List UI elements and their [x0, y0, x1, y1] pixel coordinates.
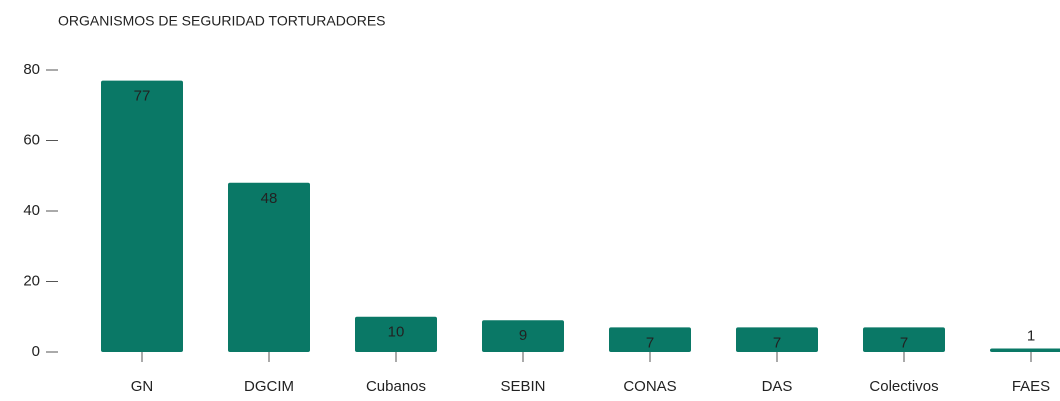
bar	[736, 327, 818, 352]
x-tick-label: Cubanos	[366, 378, 426, 395]
x-tick-label: CONAS	[623, 378, 676, 395]
x-tick-label: SEBIN	[500, 378, 545, 395]
x-tick-label: DGCIM	[244, 378, 294, 395]
y-tick-label: 0	[32, 343, 40, 360]
chart-title: ORGANISMOS DE SEGURIDAD TORTURADORES	[58, 13, 386, 29]
y-tick-label: 20	[23, 272, 40, 289]
y-tick-label: 80	[23, 61, 40, 78]
value-label: 7	[900, 334, 908, 351]
x-tick-label: GN	[131, 378, 154, 395]
bar	[482, 320, 564, 352]
value-label: 48	[261, 190, 278, 207]
value-label: 77	[134, 88, 151, 105]
bar	[609, 327, 691, 352]
bar	[101, 80, 183, 352]
x-tick-label: DAS	[762, 378, 793, 395]
value-label: 1	[1027, 327, 1035, 344]
bar	[863, 327, 945, 352]
value-label: 9	[519, 327, 527, 344]
value-label: 7	[773, 334, 781, 351]
value-label: 10	[388, 324, 405, 341]
bar	[990, 348, 1060, 352]
x-tick-label: Colectivos	[869, 378, 938, 395]
bar	[355, 316, 437, 352]
value-label: 7	[646, 334, 654, 351]
y-tick-label: 60	[23, 131, 40, 148]
bar	[228, 182, 310, 352]
y-tick-label: 40	[23, 202, 40, 219]
x-tick-label: FAES	[1012, 378, 1050, 395]
